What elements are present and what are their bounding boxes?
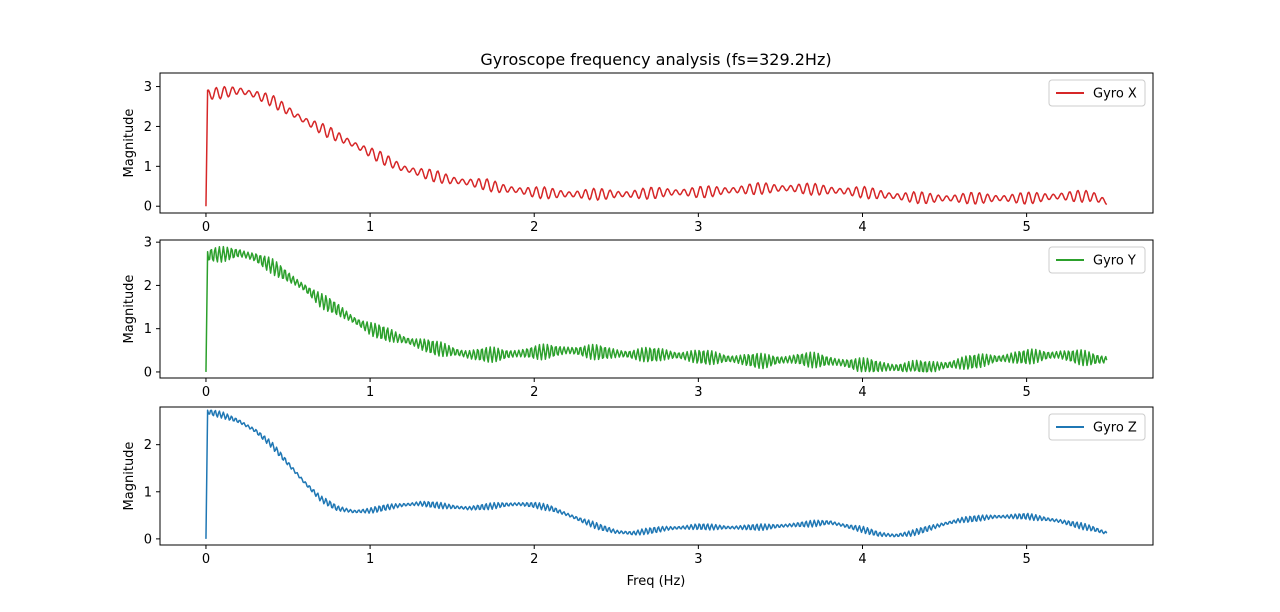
y-tick-label: 1 [144,322,152,337]
x-tick-label: 2 [530,552,538,567]
series-line-gyro-z [205,409,1108,539]
x-tick-label: 3 [694,220,702,235]
x-tick-label: 2 [530,385,538,400]
x-tick-label: 5 [1022,552,1030,567]
x-tick-label: 4 [858,220,866,235]
y-tick-label: 3 [144,80,152,95]
legend: Gyro Y [1048,246,1146,274]
y-tick-label: 1 [144,160,152,175]
x-tick-label: 1 [366,220,374,235]
legend-box [1048,246,1146,274]
y-tick-label: 0 [144,532,152,547]
y-tick-label: 2 [144,120,152,135]
legend-label: Gyro Z [1093,421,1137,436]
panel-1: 0 1 2 3 4 5 0 1 2 3 Magnitude Gyro X [122,72,1154,235]
x-tick-label: 0 [202,552,210,567]
legend: Gyro Z [1048,413,1146,441]
x-tick-label: 0 [202,220,210,235]
x-tick-label: 3 [694,385,702,400]
x-tick-label: 3 [694,552,702,567]
panel-2: 0 1 2 3 4 5 0 1 2 3 Magnitude Gyro Y [122,236,1154,400]
x-tick-label: 0 [202,385,210,400]
axes-frame [159,406,1154,546]
x-tick-label: 5 [1022,385,1030,400]
y-tick-label: 2 [144,279,152,294]
legend-label: Gyro Y [1093,254,1136,269]
axes-frame [159,239,1154,379]
legend: Gyro X [1048,79,1146,107]
y-tick-label: 0 [144,200,152,215]
x-tick-label: 1 [366,385,374,400]
y-axis-label: Magnitude [122,442,137,511]
y-tick-label: 3 [144,236,152,251]
x-tick-label: 4 [858,552,866,567]
y-tick-label: 1 [144,485,152,500]
series-line-gyro-x [205,85,1108,207]
x-tick-label: 2 [530,220,538,235]
legend-box [1048,413,1146,441]
panel-3: 0 1 2 3 4 5 0 1 2 Magnitude Gyro Z [122,406,1154,567]
series-line-gyro-y [205,245,1108,373]
y-axis-label: Magnitude [122,275,137,344]
legend-label: Gyro X [1093,87,1137,102]
y-tick-label: 0 [144,365,152,380]
x-tick-label: 1 [366,552,374,567]
axes-frame [159,72,1154,214]
chart-title: Gyroscope frequency analysis (fs=329.2Hz… [480,50,831,69]
y-axis-label: Magnitude [122,109,137,178]
x-tick-label: 4 [858,385,866,400]
y-tick-label: 2 [144,438,152,453]
legend-box [1048,79,1146,107]
chart-panels: 0 1 2 3 4 5 0 1 2 3 Magnitude Gyro X 0 1 2 3 4 5 0 1 2 3 Magni… [122,72,1154,567]
x-tick-label: 5 [1022,220,1030,235]
x-axis-label: Freq (Hz) [627,574,686,589]
